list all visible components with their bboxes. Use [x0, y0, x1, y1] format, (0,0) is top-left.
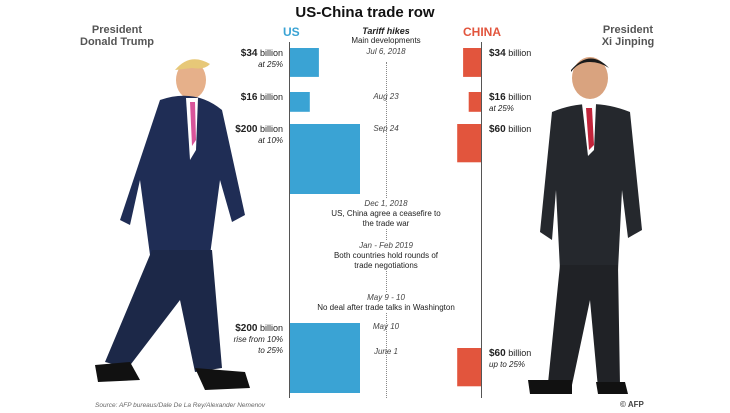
cn-label-jul6-unit: billion [508, 48, 532, 58]
event-may10: May 10 [306, 322, 466, 332]
event-dec1: Dec 1, 2018 US, China agree a ceasefire … [306, 199, 466, 229]
cn-label-sep24-value: $60 [489, 124, 506, 135]
event-may9: May 9 - 10 No deal after trade talks in … [306, 293, 466, 313]
event-jul6: Jul 6, 2018 [306, 47, 466, 57]
left-leader-caption: President Donald Trump [72, 24, 162, 48]
timeline-axis [386, 62, 387, 398]
event-sep24: Sep 24 [306, 124, 466, 134]
right-leader-line1: President [602, 24, 654, 36]
cn-label-jun1: $60 billion up to 25% [489, 348, 579, 370]
china-column-label: CHINA [463, 25, 501, 39]
us-label-sep24: $200 billion at 10% [199, 124, 283, 146]
cn-label-jun1-unit: billion [508, 348, 532, 358]
cn-label-jul6-value: $34 [489, 48, 506, 59]
cn-label-jun1-note: up to 25% [489, 360, 526, 369]
us-bar-3 [290, 124, 360, 194]
right-leader-caption: President Xi Jinping [583, 24, 673, 48]
us-bar-1 [290, 48, 319, 77]
us-label-aug23-unit: billion [259, 92, 283, 102]
us-bar-4 [290, 323, 360, 393]
cn-label-sep24-unit: billion [508, 124, 532, 134]
timeline-header: Tariff hikes Main developments [306, 26, 466, 46]
cn-label-aug23: $16 billion at 25% [489, 92, 579, 114]
event-dec1-text: US, China agree a ceasefire to the trade… [331, 209, 441, 228]
event-aug23: Aug 23 [306, 92, 466, 102]
china-bar-2 [468, 92, 481, 112]
left-leader-line1: President [91, 24, 143, 36]
us-label-may10-value: $200 [235, 323, 258, 334]
event-jun1-date: June 1 [373, 347, 399, 356]
us-label-jul6-value: $34 [240, 48, 258, 59]
us-label-jul6: $34 billion at 25% [199, 48, 283, 70]
event-may10-date: May 10 [372, 322, 400, 331]
cn-label-aug23-unit: billion [508, 92, 532, 102]
cn-label-jun1-value: $60 [489, 348, 506, 359]
us-label-sep24-value: $200 [235, 124, 258, 135]
event-janfeb: Jan - Feb 2019 Both countries hold round… [306, 241, 466, 271]
event-may9-text: No deal after trade talks in Washington [317, 303, 455, 312]
event-janfeb-date: Jan - Feb 2019 [359, 241, 413, 250]
us-label-aug23-value: $16 [240, 92, 258, 103]
china-bar-1 [463, 48, 481, 77]
cn-label-aug23-value: $16 [489, 92, 506, 103]
cn-label-jul6: $34 billion [489, 48, 579, 59]
event-janfeb-text: Both countries hold rounds of trade nego… [333, 251, 439, 270]
cn-label-sep24: $60 billion [489, 124, 579, 135]
us-label-may10: $200 billion rise from 10% to 25% [199, 323, 283, 356]
us-label-aug23: $16 billion [199, 92, 283, 103]
china-bar-3 [457, 124, 481, 163]
source-note: Source: AFP bureaus/Dale De La Rey/Alexa… [95, 402, 266, 409]
afp-credit: © AFP [620, 400, 644, 409]
timeline-header-main: Tariff hikes [362, 26, 410, 36]
event-sep24-date: Sep 24 [373, 124, 399, 133]
china-bar-4 [457, 348, 481, 387]
china-baseline [481, 42, 482, 398]
us-label-jul6-unit: billion [259, 48, 283, 58]
cn-label-aug23-note: at 25% [489, 104, 514, 113]
page-title: US-China trade row [295, 4, 435, 21]
event-jul6-date: Jul 6, 2018 [366, 47, 406, 56]
us-bar-2 [290, 92, 310, 112]
event-aug23-date: Aug 23 [373, 92, 399, 101]
xi-figure [528, 57, 642, 394]
us-label-sep24-note: at 10% [258, 136, 283, 145]
us-baseline [289, 42, 290, 398]
us-label-sep24-unit: billion [259, 124, 283, 134]
trump-figure [95, 59, 250, 390]
timeline-header-sub: Main developments [351, 36, 421, 45]
event-jun1: June 1 [306, 347, 466, 357]
us-label-jul6-note: at 25% [258, 60, 283, 69]
left-leader-line2: Donald Trump [80, 36, 154, 48]
right-leader-line2: Xi Jinping [601, 36, 655, 48]
event-dec1-date: Dec 1, 2018 [364, 199, 408, 208]
event-may9-date: May 9 - 10 [367, 293, 405, 302]
us-label-may10-unit: billion [259, 323, 283, 333]
us-label-may10-note: rise from 10% to 25% [233, 335, 283, 355]
us-column-label: US [283, 25, 300, 39]
